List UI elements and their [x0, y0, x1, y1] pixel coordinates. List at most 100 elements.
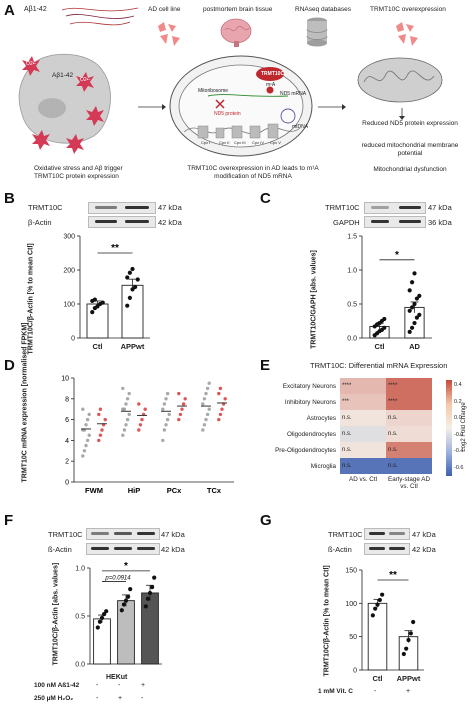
blot-f-row-2-kda: 42 kDa — [161, 545, 185, 554]
data-point — [125, 417, 130, 422]
data-point — [137, 402, 141, 406]
data-point — [92, 297, 97, 302]
y-tick-label: 50 — [349, 634, 357, 641]
data-point — [84, 423, 88, 427]
cpx-2-label: Cpx II — [219, 140, 230, 145]
heatmap-cell: n.s. — [386, 426, 432, 442]
panel-e-label: E — [260, 357, 271, 374]
heatmap-cell: *** — [340, 394, 386, 410]
brain-icon — [220, 18, 252, 47]
data-point — [382, 325, 387, 330]
panel-c-ylabel: TRMT10C/GAPH [abs. values] — [310, 250, 318, 349]
blot-b-row-1-kda: 47 kDa — [158, 203, 182, 212]
data-point — [95, 625, 100, 630]
data-point — [143, 604, 148, 609]
data-point — [122, 428, 127, 432]
mtdna-label: mtDNA — [292, 124, 309, 130]
data-point — [85, 417, 90, 422]
y-tick-label: 200 — [63, 268, 75, 275]
data-point — [165, 417, 170, 422]
blot-b-actin — [88, 216, 156, 228]
data-point — [382, 316, 387, 322]
data-point — [87, 412, 91, 417]
o2-label-2: O2•- — [80, 77, 91, 83]
y-tick-label: 300 — [63, 234, 75, 241]
treat-g-mark: + — [406, 688, 411, 695]
chart-d: 0 2 4 6 8 10 FWM HiP PCx TCx — [61, 376, 234, 495]
bar — [367, 602, 388, 671]
heatmap-cell: n.s. — [386, 458, 432, 474]
data-point — [164, 423, 168, 427]
data-point — [87, 433, 91, 437]
panel-g-label: G — [260, 512, 272, 529]
colorbar-tick-label: 0.4 — [454, 382, 462, 388]
data-point — [121, 433, 125, 437]
y-tick-label: 2 — [65, 459, 69, 466]
data-point — [130, 266, 135, 272]
data-point — [207, 381, 211, 385]
data-point — [409, 325, 415, 330]
data-point — [98, 433, 103, 437]
y-tick-label: 6 — [65, 417, 69, 424]
y-tick-label: 1.0 — [347, 268, 357, 275]
data-point — [125, 303, 130, 308]
abeta-cell-label: Aβ1-42 — [52, 72, 74, 79]
data-point — [417, 312, 422, 317]
y-tick-label: 0 — [353, 668, 357, 675]
panel-e-title: TRMT10C: Differential mRNA Expression — [310, 361, 448, 370]
data-point — [143, 407, 147, 411]
data-point — [204, 391, 208, 396]
source-rnaseq: RNAseq databases — [295, 6, 352, 13]
heatmap-cell: n.s. — [340, 458, 386, 474]
data-point — [412, 320, 417, 326]
data-point — [165, 391, 170, 396]
colorbar-tick-label: 0.0 — [454, 415, 462, 421]
x-category-label: Ctl — [375, 342, 385, 351]
significance-label: ** — [111, 243, 119, 254]
data-point — [201, 428, 205, 432]
y-tick-label: 10 — [61, 376, 69, 383]
y-tick-label: 8 — [65, 396, 69, 403]
heatmap-row-label: Excitatory Neurons — [282, 383, 336, 390]
panel-d-label: D — [4, 357, 15, 374]
heatmap-row-label: Pre-Oligodendrocytes — [275, 447, 336, 454]
data-point — [147, 590, 153, 596]
data-point — [126, 594, 131, 599]
data-point — [412, 271, 417, 276]
cpx-5-label: Cpx V — [270, 140, 281, 145]
y-tick-label: 100 — [345, 601, 357, 608]
data-point — [412, 301, 417, 307]
data-point — [375, 602, 380, 607]
nd5-mrna-label: ND5 mRNA — [280, 91, 307, 97]
data-point — [204, 417, 208, 422]
data-point — [407, 288, 412, 293]
data-point — [218, 386, 223, 391]
colorbar-e — [446, 380, 452, 476]
database-icon — [306, 17, 328, 47]
significance-label: * — [395, 250, 399, 261]
data-point — [102, 611, 107, 617]
panel-b-label: B — [4, 190, 15, 207]
significance-label: ** — [389, 570, 397, 581]
x-category-label: APPwt — [121, 342, 145, 351]
data-point — [81, 407, 85, 411]
group-label-hekut: HEKut — [106, 674, 128, 681]
data-point — [127, 412, 131, 417]
y-tick-label: 1.5 — [347, 234, 357, 241]
data-point — [161, 438, 165, 443]
blot-g-actin — [364, 543, 410, 555]
data-point — [137, 428, 141, 432]
data-point — [177, 417, 181, 422]
data-point — [85, 438, 90, 443]
data-point — [84, 443, 88, 448]
blot-c-row-1-kda: 47 kDa — [428, 203, 452, 212]
cpx-1-label: Cpx I — [201, 140, 211, 145]
mitochondrion-diagram — [169, 55, 313, 157]
blot-b-row-2-name: β-Actin — [28, 218, 52, 227]
data-point — [380, 592, 385, 597]
y-tick-label: 0.5 — [347, 302, 357, 309]
data-point — [181, 402, 186, 406]
y-tick-label: 0.0 — [347, 336, 357, 343]
heatmap-row-label: Oligodendrocytes — [286, 431, 336, 438]
colorbar-tick-label: 0.2 — [454, 398, 462, 405]
